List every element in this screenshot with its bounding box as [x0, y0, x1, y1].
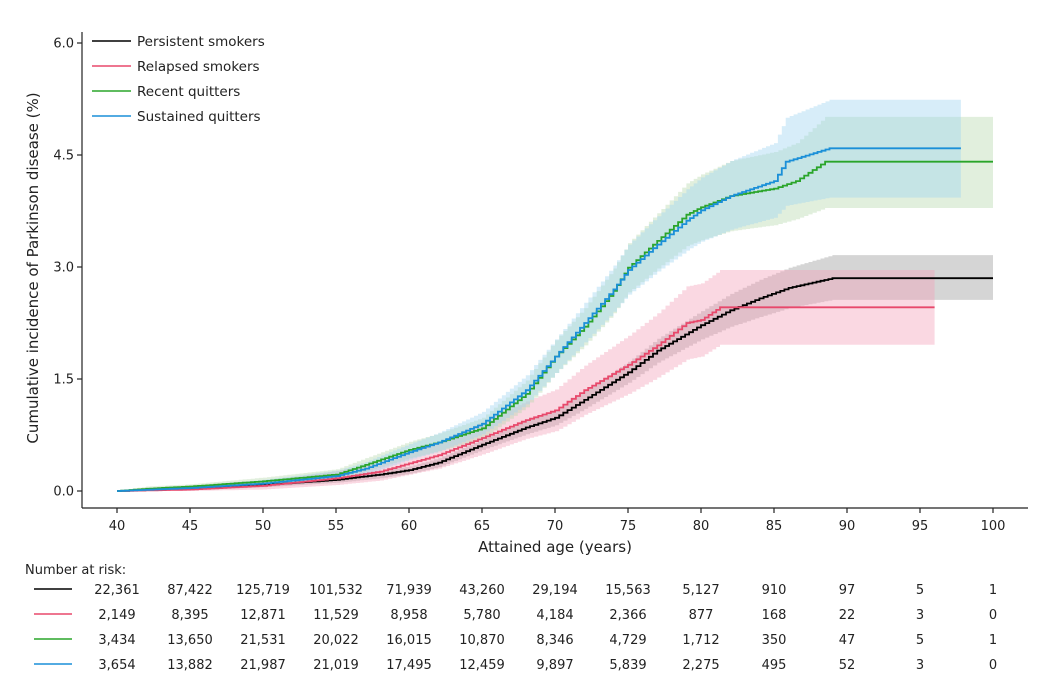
risk-row-sustained-quitters: 3,654 13,882 21,987 21,019 17,495 12,459 9,897… [34, 658, 997, 673]
ci-band-relapsed-smokers [117, 270, 935, 491]
curve-relapsed-smokers [117, 306, 935, 492]
risk-value: 4,184 [536, 608, 573, 623]
risk-value: 21,987 [240, 658, 286, 673]
risk-value: 3 [916, 658, 924, 673]
risk-value: 17,495 [386, 658, 432, 673]
risk-value: 21,019 [313, 658, 359, 673]
x-tick-label: 50 [255, 519, 272, 534]
risk-value: 1,712 [682, 633, 719, 648]
legend-item-sustained-quitters: Sustained quitters [92, 109, 261, 125]
y-axis-title: Cumulative incidence of Parkinson diseas… [24, 92, 42, 443]
legend-item-persistent-smokers: Persistent smokers [92, 34, 265, 50]
risk-value: 15,563 [605, 583, 651, 598]
risk-value: 0 [989, 658, 997, 673]
risk-value: 2,149 [98, 608, 135, 623]
legend-item-recent-quitters: Recent quitters [92, 84, 240, 100]
legend-label: Persistent smokers [137, 34, 265, 50]
risk-value: 1 [989, 633, 997, 648]
risk-value: 125,719 [236, 583, 290, 598]
risk-value: 350 [762, 633, 787, 648]
ci-band-sustained-quitters [117, 99, 961, 491]
x-tick-label: 55 [328, 519, 345, 534]
risk-value: 101,532 [309, 583, 363, 598]
curve-sustained-quitters [117, 147, 961, 492]
risk-value: 1 [989, 583, 997, 598]
x-tick-label: 60 [401, 519, 418, 534]
axes: 0.0 1.5 3.0 4.5 6.0 40 45 50 55 60 65 70 75 80 85 90 95… [24, 32, 1028, 556]
x-axis-title: Attained age (years) [478, 538, 632, 556]
y-tick-label: 3.0 [53, 261, 74, 276]
risk-value: 10,870 [459, 633, 505, 648]
risk-value: 0 [989, 608, 997, 623]
x-tick-label: 70 [547, 519, 564, 534]
y-tick-label: 4.5 [53, 149, 74, 164]
risk-value: 5 [916, 633, 924, 648]
risk-value: 21,531 [240, 633, 286, 648]
x-tick-label: 95 [912, 519, 929, 534]
risk-value: 4,729 [609, 633, 646, 648]
x-tick-label: 75 [620, 519, 637, 534]
risk-value: 29,194 [532, 583, 578, 598]
risk-value: 16,015 [386, 633, 432, 648]
risk-value: 495 [762, 658, 787, 673]
risk-value: 8,346 [536, 633, 573, 648]
risk-value: 3,434 [98, 633, 135, 648]
risk-value: 168 [762, 608, 787, 623]
risk-value: 910 [762, 583, 787, 598]
risk-value: 22 [839, 608, 856, 623]
y-tick-label: 6.0 [53, 37, 74, 52]
risk-value: 5,127 [682, 583, 719, 598]
risk-value: 8,395 [171, 608, 208, 623]
risk-value: 13,650 [167, 633, 213, 648]
risk-row-persistent-smokers: 22,361 87,422 125,719 101,532 71,939 43,260 29… [34, 583, 997, 598]
risk-value: 2,366 [609, 608, 646, 623]
legend-label: Sustained quitters [137, 109, 261, 125]
ci-band-recent-quitters [117, 116, 993, 492]
x-ticks: 40 45 50 55 60 65 70 75 80 85 90 95 100 [109, 508, 1006, 534]
risk-value: 5 [916, 583, 924, 598]
risk-value: 3,654 [98, 658, 135, 673]
legend: Persistent smokers Relapsed smokers Recent… [92, 34, 265, 125]
risk-value: 2,275 [682, 658, 719, 673]
risk-value: 877 [689, 608, 714, 623]
risk-value: 87,422 [167, 583, 213, 598]
x-tick-label: 90 [839, 519, 856, 534]
risk-value: 5,839 [609, 658, 646, 673]
legend-label: Relapsed smokers [137, 59, 260, 75]
risk-value: 22,361 [94, 583, 140, 598]
risk-value: 9,897 [536, 658, 573, 673]
confidence-bands [117, 99, 993, 492]
risk-value: 3 [916, 608, 924, 623]
risk-row-recent-quitters: 3,434 13,650 21,531 20,022 16,015 10,870 8,346… [34, 633, 997, 648]
x-tick-label: 100 [981, 519, 1006, 534]
risk-value: 12,871 [240, 608, 286, 623]
y-ticks: 0.0 1.5 3.0 4.5 6.0 [53, 37, 82, 500]
y-tick-label: 0.0 [53, 485, 74, 500]
legend-item-relapsed-smokers: Relapsed smokers [92, 59, 260, 75]
risk-value: 52 [839, 658, 856, 673]
risk-value: 8,958 [390, 608, 427, 623]
x-tick-label: 80 [693, 519, 710, 534]
incidence-curves [117, 147, 993, 492]
risk-value: 97 [839, 583, 856, 598]
risk-value: 43,260 [459, 583, 505, 598]
risk-row-relapsed-smokers: 2,149 8,395 12,871 11,529 8,958 5,780 4,184 2,3… [34, 608, 997, 623]
x-tick-label: 65 [474, 519, 491, 534]
number-at-risk-table: Number at risk: 22,361 87,422 125,719 101,5… [25, 563, 997, 673]
legend-label: Recent quitters [137, 84, 240, 100]
risk-value: 71,939 [386, 583, 432, 598]
risk-value: 47 [839, 633, 856, 648]
risk-table-title: Number at risk: [25, 563, 126, 578]
risk-value: 12,459 [459, 658, 505, 673]
risk-value: 5,780 [463, 608, 500, 623]
x-tick-label: 40 [109, 519, 126, 534]
x-tick-label: 85 [766, 519, 783, 534]
risk-value: 11,529 [313, 608, 359, 623]
risk-value: 20,022 [313, 633, 359, 648]
x-tick-label: 45 [182, 519, 199, 534]
risk-value: 13,882 [167, 658, 213, 673]
y-tick-label: 1.5 [53, 373, 74, 388]
